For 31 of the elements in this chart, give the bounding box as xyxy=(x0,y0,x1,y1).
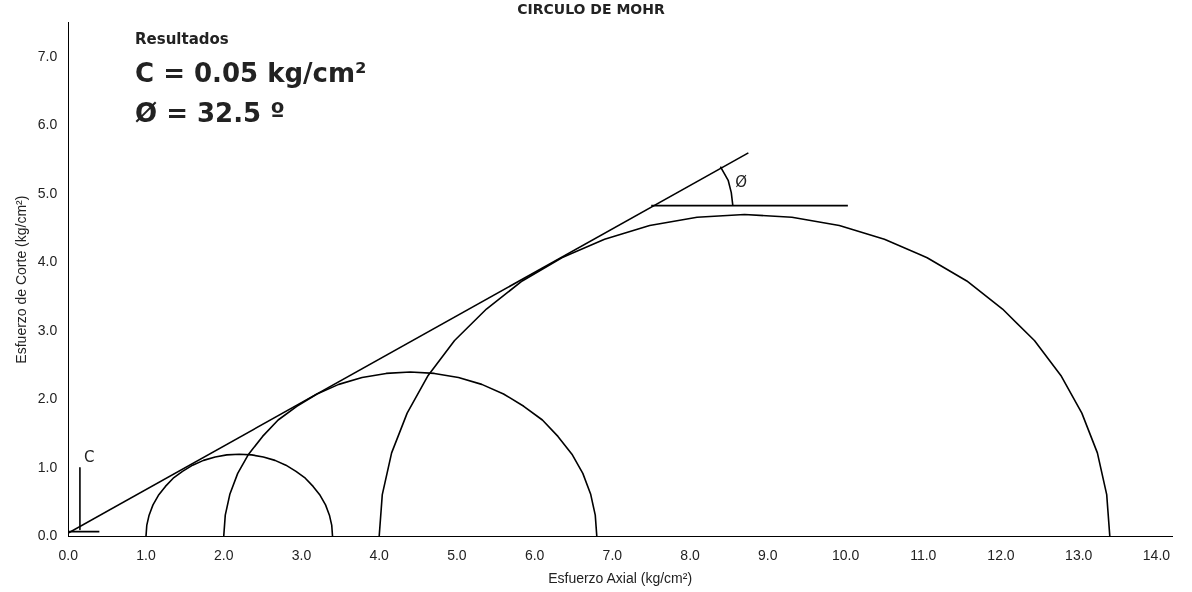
x-tick-label: 11.0 xyxy=(910,546,937,563)
x-axis-title: Esfuerzo Axial (kg/cm²) xyxy=(548,570,693,587)
y-axis-title: Esfuerzo de Corte (kg/cm²) xyxy=(13,195,30,364)
y-tick-label: 5.0 xyxy=(37,184,58,201)
y-tick-label: 4.0 xyxy=(37,253,58,270)
x-tick-label: 6.0 xyxy=(524,546,545,563)
y-tick-label: 2.0 xyxy=(37,390,58,407)
x-tick-label: 8.0 xyxy=(680,546,701,563)
y-tick-label: 3.0 xyxy=(37,321,58,338)
annotation: Resultados xyxy=(135,30,230,48)
x-tick-label: 14.0 xyxy=(1142,546,1171,563)
x-tick-label: 1.0 xyxy=(136,546,156,563)
x-tick-label: 9.0 xyxy=(758,546,778,563)
x-tick-label: 5.0 xyxy=(447,546,467,563)
annotation: C xyxy=(83,448,95,467)
x-tick-label: 10.0 xyxy=(831,546,860,563)
y-tick-label: 1.0 xyxy=(37,458,58,475)
annotation: C = 0.05 kg/cm² xyxy=(135,58,367,88)
x-tick-label: 12.0 xyxy=(987,546,1015,563)
annotation: Ø = 32.5 º xyxy=(135,98,286,128)
chart-title: CIRCULO DE MOHR xyxy=(517,1,665,18)
y-tick-label: 6.0 xyxy=(37,116,58,133)
x-tick-label: 0.0 xyxy=(58,546,79,563)
y-tick-label: 7.0 xyxy=(37,47,58,64)
x-tick-label: 2.0 xyxy=(213,546,234,563)
y-tick-label: 0.0 xyxy=(37,527,58,544)
annotation: Ø xyxy=(735,173,748,192)
x-tick-label: 13.0 xyxy=(1065,546,1093,563)
x-tick-label: 4.0 xyxy=(369,546,390,563)
x-tick-label: 3.0 xyxy=(291,546,312,563)
x-tick-label: 7.0 xyxy=(602,546,623,563)
